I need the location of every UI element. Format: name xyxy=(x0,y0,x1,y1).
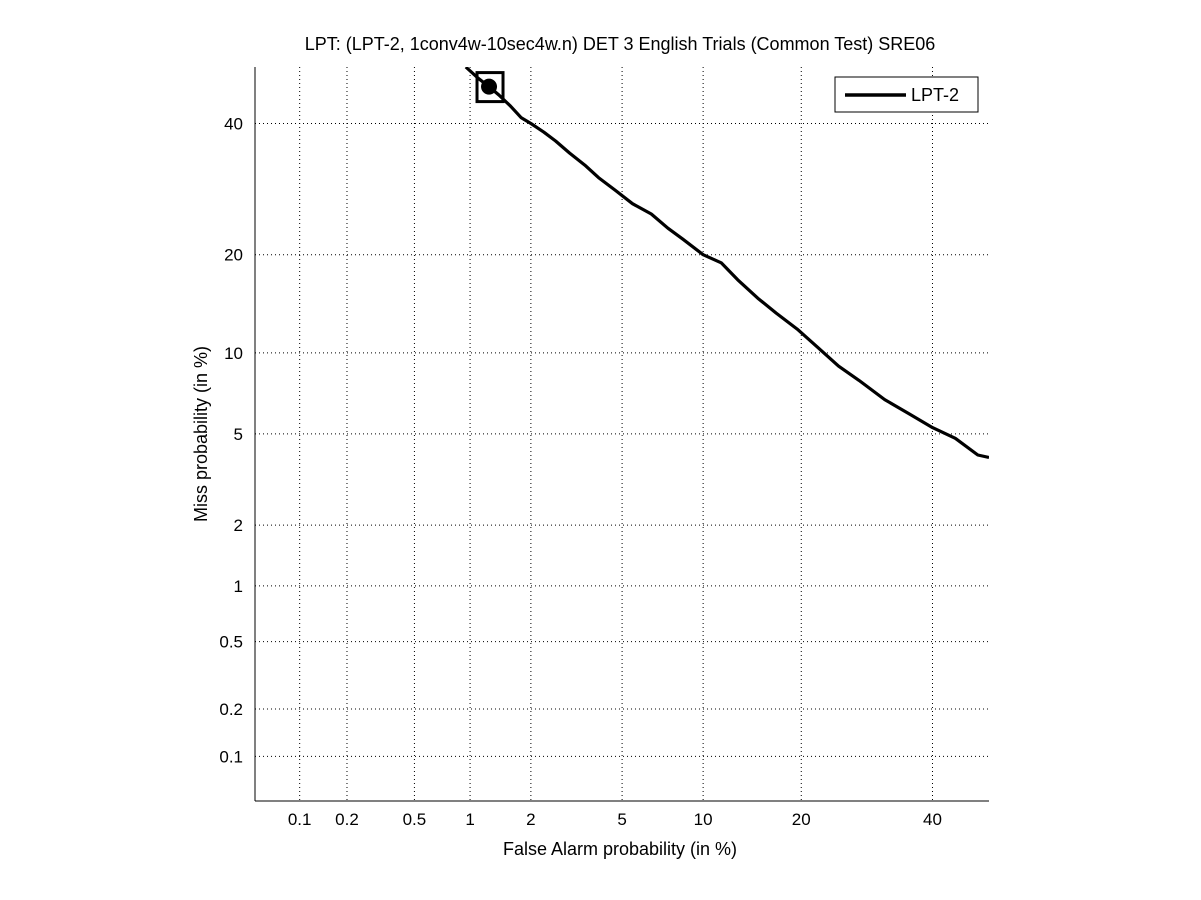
chart-title: LPT: (LPT-2, 1conv4w-10sec4w.n) DET 3 En… xyxy=(305,34,936,54)
y-axis-label: Miss probability (in %) xyxy=(191,346,211,522)
y-tick-label: 5 xyxy=(234,425,243,444)
legend: LPT-2 xyxy=(834,76,979,113)
x-tick-label: 40 xyxy=(923,810,942,829)
tick-labels: 0.1 0.2 0.5 1 2 5 10 20 40 0.1 0.2 0.5 1 2 5 10 20 40 xyxy=(219,115,942,829)
x-tick-label: 0.2 xyxy=(335,810,359,829)
x-axis-label: False Alarm probability (in %) xyxy=(503,839,737,859)
y-tick-label: 20 xyxy=(224,246,243,265)
y-tick-label: 40 xyxy=(224,115,243,134)
x-tick-label: 0.5 xyxy=(403,810,427,829)
x-tick-label: 0.1 xyxy=(288,810,312,829)
operating-point-dot xyxy=(481,78,498,95)
operating-point-square xyxy=(475,71,505,104)
x-tick-label: 10 xyxy=(694,810,713,829)
operating-point-layer xyxy=(475,71,505,104)
x-tick-label: 1 xyxy=(465,810,474,829)
legend-label: LPT-2 xyxy=(911,85,959,105)
y-tick-label: 1 xyxy=(234,577,243,596)
y-tick-label: 0.2 xyxy=(219,700,243,719)
x-tick-label: 2 xyxy=(526,810,535,829)
x-tick-label: 5 xyxy=(617,810,626,829)
plot-axes xyxy=(254,67,989,802)
y-tick-label: 0.1 xyxy=(219,747,243,766)
y-tick-label: 2 xyxy=(234,516,243,535)
series-line-lpt-2 xyxy=(464,67,989,460)
y-tick-label: 10 xyxy=(224,344,243,363)
y-tick-label: 0.5 xyxy=(219,633,243,652)
series-layer xyxy=(464,67,989,460)
grid-lines xyxy=(255,67,989,801)
x-tick-label: 20 xyxy=(792,810,811,829)
